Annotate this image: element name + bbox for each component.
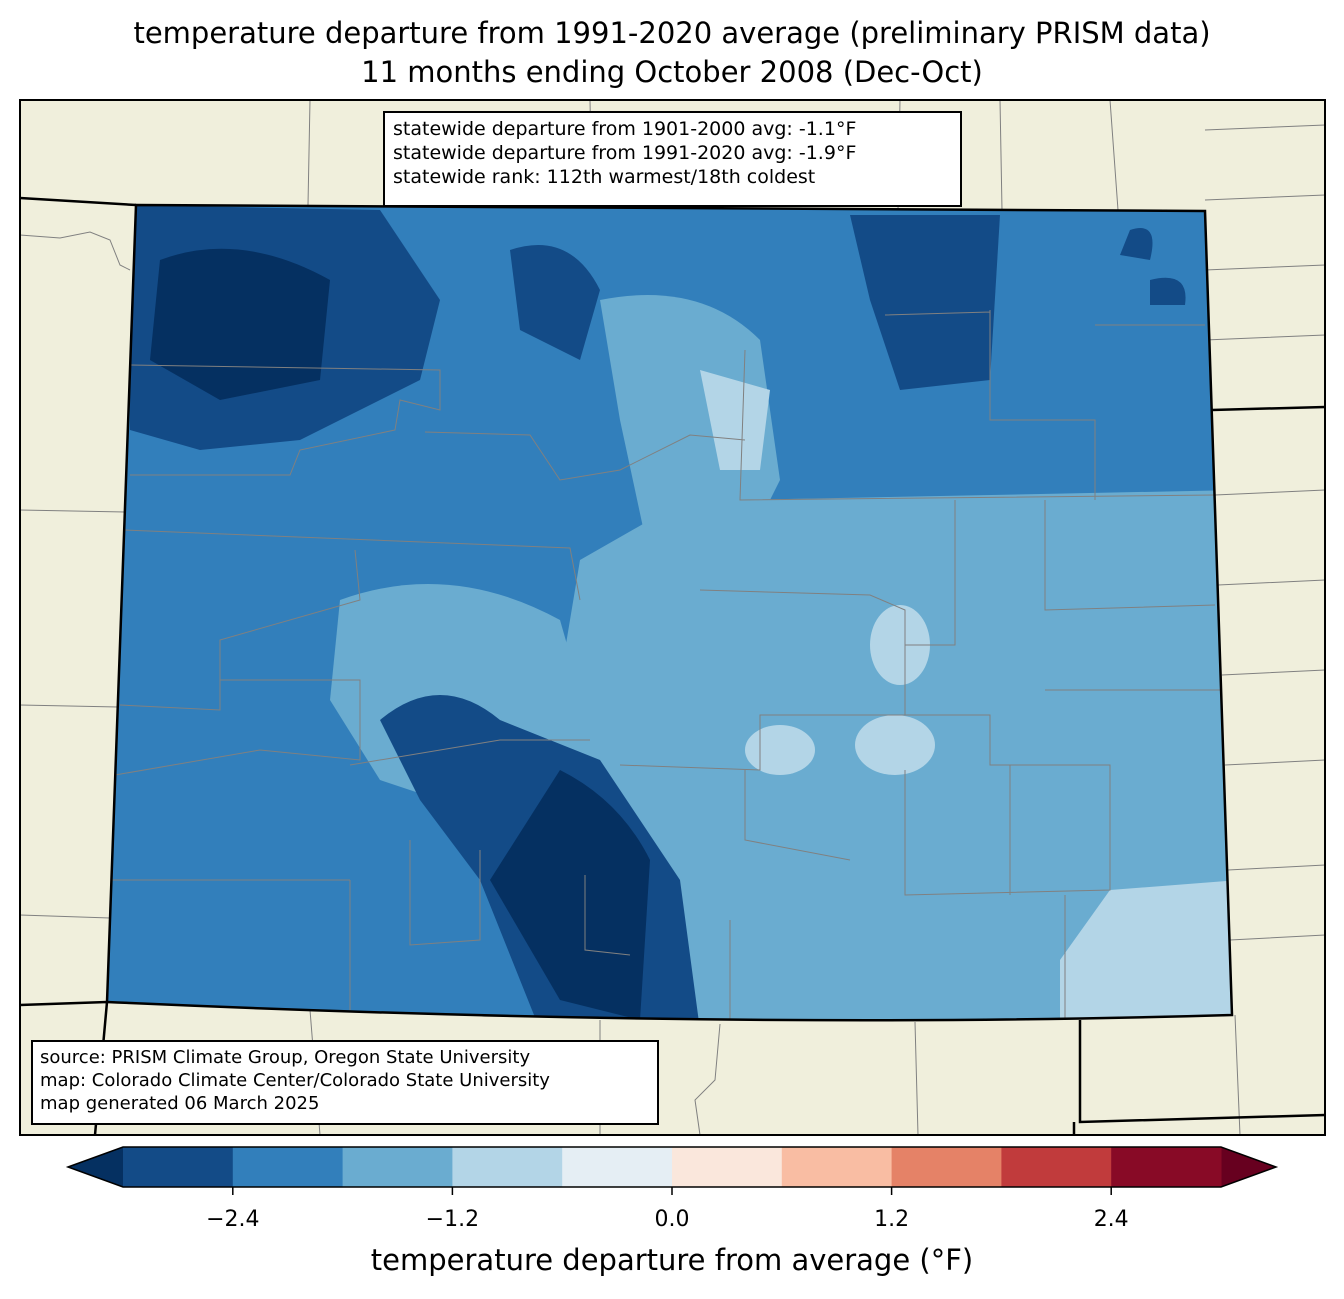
colorbar-tick-label: −2.4: [206, 1207, 260, 1232]
map-title-line1: temperature departure from 1991-2020 ave…: [133, 16, 1211, 50]
source-line-2: map: Colorado Climate Center/Colorado St…: [40, 1070, 550, 1091]
contour-dark-blob: [1120, 228, 1186, 305]
colorbar-tick-label: 0.0: [654, 1207, 690, 1232]
colorbar-tick-label: −1.2: [425, 1207, 480, 1232]
contour-minus-1p8-to-1p2-front-range: [600, 295, 780, 600]
source-line-3: map generated 06 March 2025: [40, 1093, 320, 1114]
colorado-border: [105, 203, 1234, 1022]
colorbar-tick-label: 1.2: [874, 1207, 910, 1232]
contour-minus-1p2-to-0p6-southeast: [1060, 880, 1232, 1021]
state-borders: [19, 196, 1326, 1136]
source-box: source: PRISM Climate Group, Oregon Stat…: [31, 1040, 659, 1125]
map-title-line2: 11 months ending October 2008 (Dec-Oct): [361, 55, 983, 89]
stats-line-2: statewide departure from 1991-2020 avg: …: [393, 142, 857, 164]
colorbar-segment: [123, 1147, 234, 1187]
colorbar-segment: [672, 1147, 783, 1187]
contour-minus-3-to-2p4-north: [510, 245, 600, 360]
contour-below-minus-3-san-luis: [490, 770, 650, 1020]
colorbar-segment: [891, 1147, 1002, 1187]
contour-light-blob: [870, 605, 930, 685]
map-frame: [19, 99, 1326, 1136]
contour-light-blob: [745, 725, 815, 775]
contour-minus-3-to-2p4-northeast: [850, 215, 1000, 390]
colorbar-extend-low: [68, 1147, 123, 1187]
colorbar-tick-label: 2.4: [1093, 1207, 1129, 1232]
colorbar-segment: [1111, 1147, 1222, 1187]
colorbar-segment: [781, 1147, 893, 1187]
colorbar: [65, 1146, 1279, 1195]
colorbar-outline: [65, 1146, 1279, 1188]
stats-line-3: statewide rank: 112th warmest/18th colde…: [393, 166, 816, 188]
contour-light-blob: [700, 370, 770, 470]
colorbar-segment: [1001, 1147, 1112, 1187]
colorbar-extend-high: [1221, 1147, 1276, 1187]
colorbar-label: temperature departure from average (°F): [370, 1243, 974, 1277]
colorbar-segment: [562, 1147, 673, 1187]
colorbar-segment: [452, 1147, 563, 1187]
temperature-departure-field: [107, 205, 1232, 1021]
county-lines: [110, 310, 1220, 1021]
colorbar-segment: [342, 1147, 453, 1187]
contour-below-minus-3-northwest: [150, 248, 330, 400]
colorbar-segment: [232, 1147, 344, 1187]
stats-line-1: statewide departure from 1901-2000 avg: …: [393, 118, 857, 140]
statewide-stats-box: statewide departure from 1901-2000 avg: …: [383, 111, 962, 207]
contour-light-blob: [855, 715, 935, 775]
source-line-1: source: PRISM Climate Group, Oregon Stat…: [40, 1047, 531, 1068]
